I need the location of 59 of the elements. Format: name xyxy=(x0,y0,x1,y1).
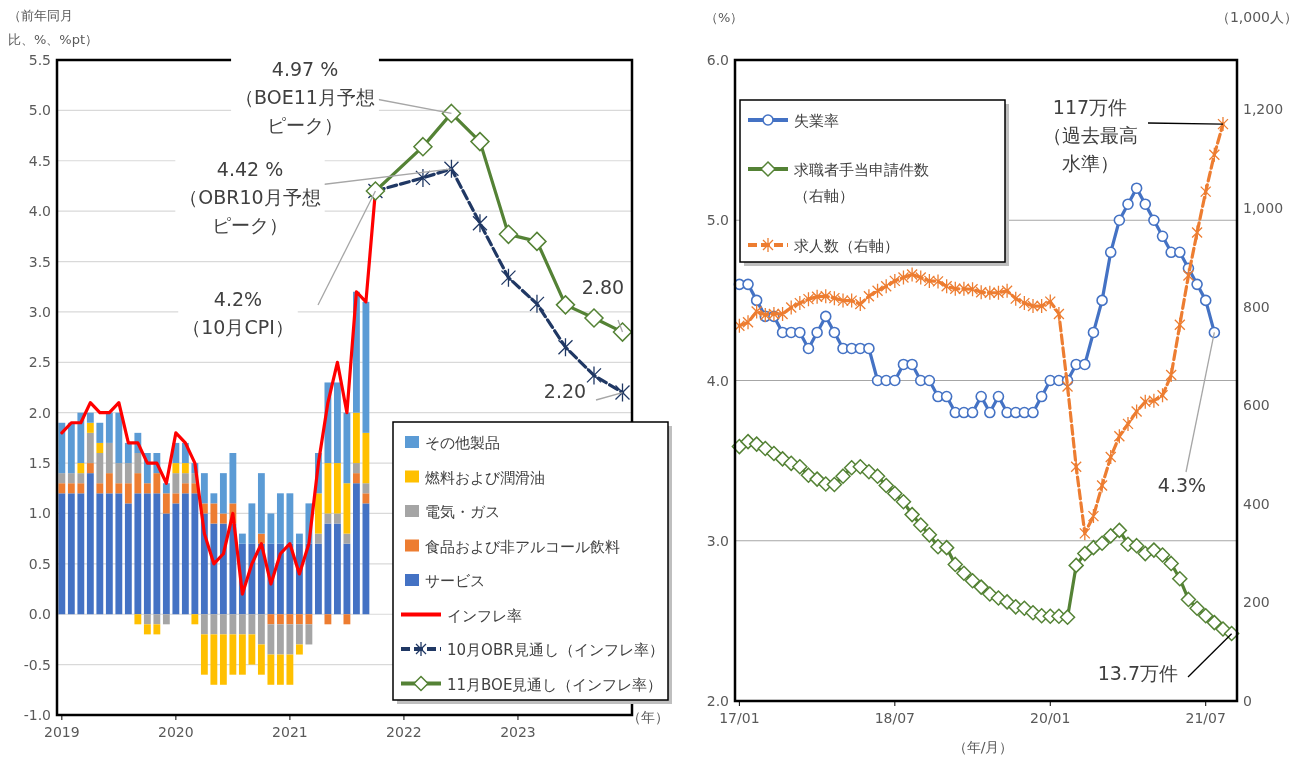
legend-label: サービス xyxy=(425,572,485,590)
legend-label: 食品および非アルコール飲料 xyxy=(425,537,620,556)
annotation: 4.42 % （OBR10月予想ピーク） xyxy=(179,158,321,236)
y-tick-label: 5.5 xyxy=(28,52,51,68)
y-tick-label: 0.0 xyxy=(28,606,51,623)
y-tick-label: -1.0 xyxy=(23,707,51,723)
y-tick-label: 5.0 xyxy=(28,102,51,119)
legend-label: 求職者手当申請件数（右軸） xyxy=(794,161,929,205)
y2-tick-label: 400 xyxy=(1243,495,1270,512)
legend-label: 10月OBR見通し（インフレ率） xyxy=(447,641,664,659)
y-tick-label: 2.0 xyxy=(28,404,51,421)
y-tick-label: 3.0 xyxy=(706,532,729,549)
legend-label: 失業率 xyxy=(794,112,839,130)
x-axis-title: （年/月） xyxy=(952,739,1014,755)
y-tick-label: 1.5 xyxy=(28,455,51,472)
annotation: 2.20 xyxy=(543,380,587,402)
annotation: 4.2% （10月CPI） xyxy=(182,288,294,338)
annotation: 117万件（過去最高水準） xyxy=(1042,96,1138,174)
annotation: 4.3% xyxy=(1157,474,1207,496)
x-tick-label: 20/01 xyxy=(1030,710,1071,726)
x-tick-label: 18/07 xyxy=(874,710,916,726)
x-tick-label: 2023 xyxy=(500,724,536,740)
y2-tick-label: 600 xyxy=(1243,397,1270,414)
y-tick-label: 2.5 xyxy=(28,354,51,371)
legend-label: その他製品 xyxy=(425,434,500,452)
y-tick-label: 4.0 xyxy=(28,203,51,220)
y-tick-label: -0.5 xyxy=(23,656,51,673)
legend-label: 求人数（右軸） xyxy=(794,237,899,255)
y-tick-label: 1.0 xyxy=(28,505,51,522)
y-tick-label: 5.0 xyxy=(706,212,729,229)
y-tick-label: 6.0 xyxy=(706,52,729,68)
x-tick-label: 21/07 xyxy=(1185,710,1226,726)
legend-label: インフレ率 xyxy=(447,606,522,625)
legend-label: 燃料および潤滑油 xyxy=(425,468,545,487)
x-tick-label: 2021 xyxy=(272,724,308,740)
y-tick-label: 3.5 xyxy=(28,253,51,270)
legend-label: 11月BOE見通し（インフレ率） xyxy=(447,675,663,694)
y-axis-title: （前年同月比、%、%pt） xyxy=(8,8,99,47)
x-tick-label: 17/01 xyxy=(719,710,760,726)
y2-tick-label: 0 xyxy=(1243,693,1252,709)
legend-label: 電気・ガス xyxy=(425,503,500,521)
y2-tick-label: 200 xyxy=(1243,594,1270,611)
annotation: 4.97 % （BOE11月予想ピーク） xyxy=(235,58,375,136)
x-axis-title: （年） xyxy=(627,709,669,725)
y2-tick-label: 800 xyxy=(1243,298,1270,315)
y-tick-label: 0.5 xyxy=(28,555,51,572)
x-tick-label: 2020 xyxy=(158,724,194,740)
annotation: 2.80 xyxy=(581,276,625,298)
y2-tick-label: 1,200 xyxy=(1243,101,1284,118)
y-tick-label: 4.5 xyxy=(28,152,51,169)
y-axis-title: （%） xyxy=(705,10,744,25)
y-tick-label: 2.0 xyxy=(706,693,729,709)
y2-axis-title: （1,000人） xyxy=(1215,9,1298,25)
x-tick-label: 2022 xyxy=(386,724,422,740)
y-tick-label: 3.0 xyxy=(28,303,51,320)
annotation: 13.7万件 xyxy=(1097,662,1178,684)
x-tick-label: 2019 xyxy=(44,724,80,740)
y2-tick-label: 1,000 xyxy=(1243,199,1284,216)
y-tick-label: 4.0 xyxy=(706,372,729,389)
